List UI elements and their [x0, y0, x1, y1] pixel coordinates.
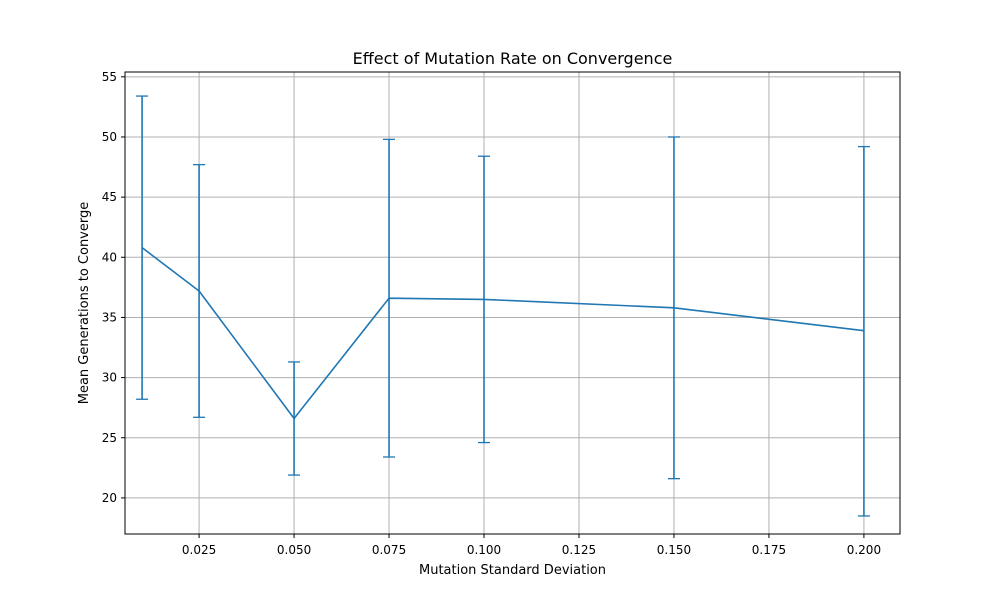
y-tick-label: 30 [102, 371, 117, 385]
y-axis-label: Mean Generations to Converge [77, 202, 92, 405]
x-tick-label: 0.125 [562, 543, 596, 557]
x-tick-label: 0.150 [657, 543, 691, 557]
y-tick-label: 25 [102, 431, 117, 445]
grid [125, 72, 900, 534]
x-axis-label: Mutation Standard Deviation [419, 563, 606, 578]
series-layer [136, 95, 870, 517]
y-tick-label: 55 [102, 70, 117, 84]
x-tick-label: 0.200 [847, 543, 881, 557]
series-line [141, 247, 865, 420]
y-tick-label: 35 [102, 310, 117, 324]
ticks: 0.025 0.050 0.075 0.100 0.125 0.150 0.175 0.200… [102, 70, 881, 557]
x-tick-label: 0.175 [752, 543, 786, 557]
x-tick-label: 0.050 [277, 543, 311, 557]
y-tick-label: 45 [102, 190, 117, 204]
plot-frame [124, 71, 901, 535]
chart-title: Effect of Mutation Rate on Convergence [353, 49, 673, 68]
x-tick-label: 0.025 [182, 543, 216, 557]
y-tick-label: 40 [102, 250, 117, 264]
y-tick-label: 50 [102, 130, 117, 144]
x-tick-label: 0.100 [467, 543, 501, 557]
y-tick-label: 20 [102, 491, 117, 505]
x-tick-label: 0.075 [372, 543, 406, 557]
